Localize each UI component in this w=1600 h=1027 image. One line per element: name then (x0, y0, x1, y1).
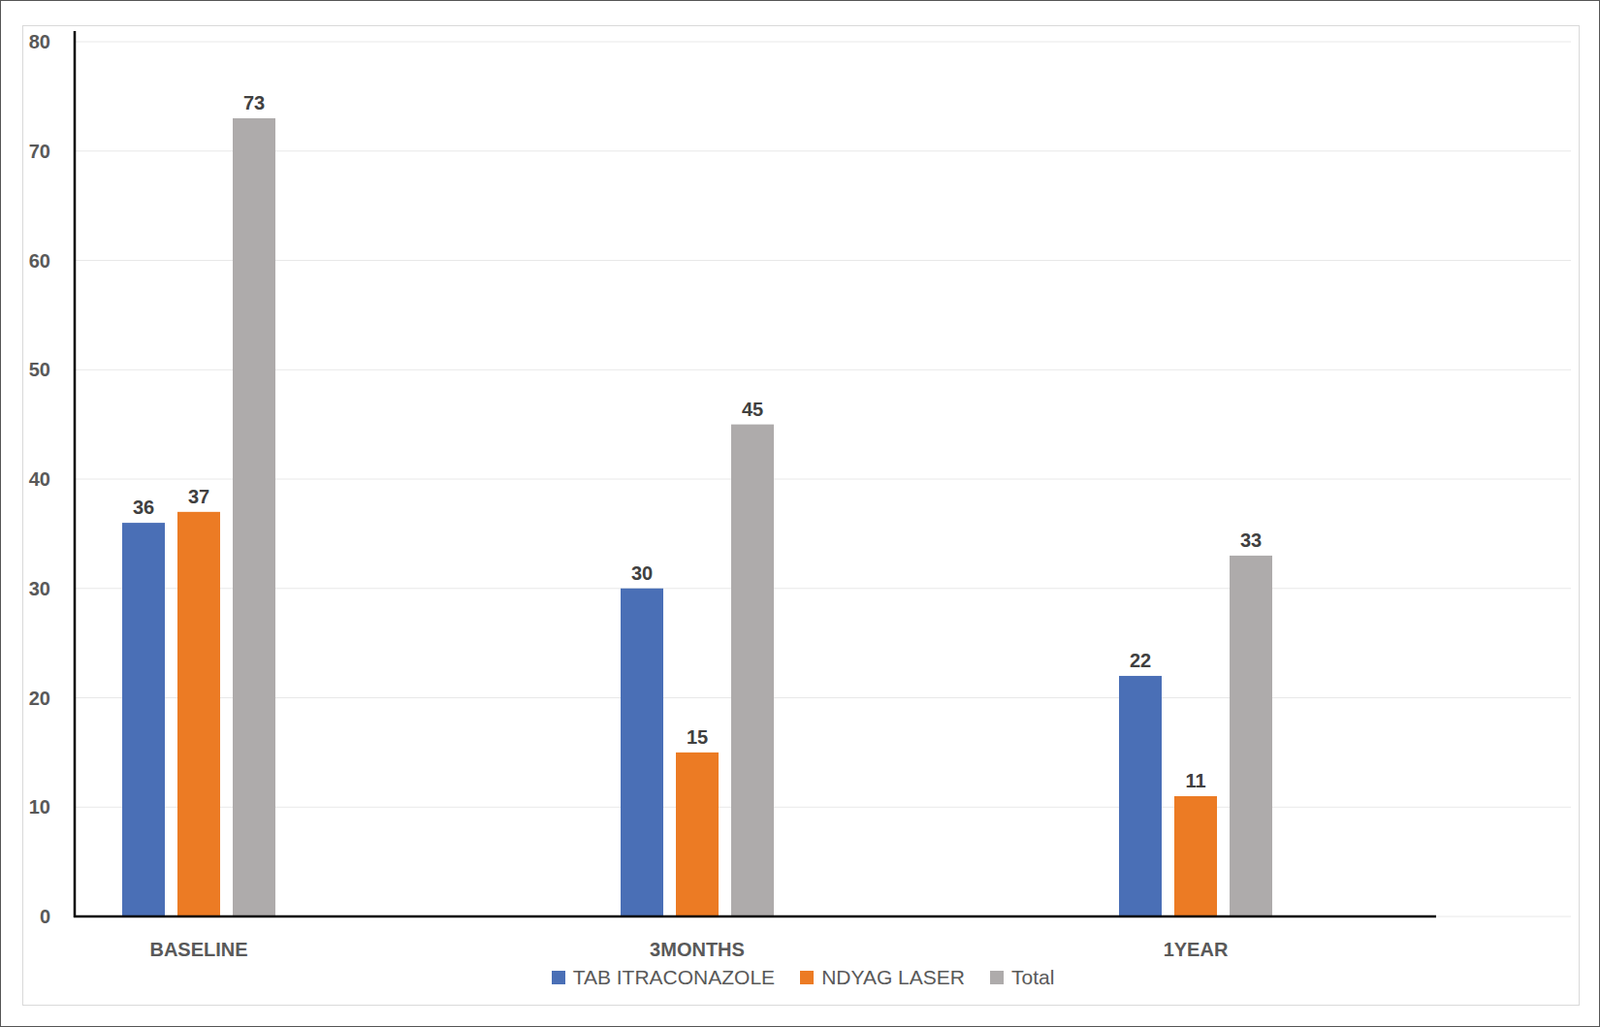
data-label: 15 (686, 726, 708, 748)
chart: 0 10 20 30 40 50 60 70 80 BASELINE 3MONTHS 1YEAR 36 3… (0, 0, 1600, 1027)
outer-border (0, 0, 1600, 1027)
legend-item: NDYAG LASER (800, 965, 965, 990)
legend-label: NDYAG LASER (821, 965, 965, 990)
x-tick-label: 1YEAR (1163, 938, 1229, 960)
bar (177, 512, 221, 917)
grid-line (74, 369, 1571, 371)
y-tick-label: 10 (29, 796, 51, 818)
grid-line (74, 259, 1571, 261)
bar (620, 588, 664, 917)
grid-line (74, 587, 1571, 589)
y-tick-label: 50 (29, 358, 51, 381)
data-label: 37 (188, 485, 210, 508)
bar (1229, 555, 1273, 917)
bar (122, 522, 165, 917)
legend-swatch (551, 970, 566, 985)
x-tick-label: 3MONTHS (649, 938, 745, 960)
legend: TAB ITRACONAZOLE NDYAG LASER Total (0, 965, 1600, 990)
data-label: 11 (1184, 769, 1206, 792)
y-tick-label: 30 (29, 577, 51, 600)
data-label: 30 (631, 562, 653, 584)
bar (1174, 796, 1217, 917)
grid-line (74, 697, 1571, 699)
y-tick-label: 70 (29, 140, 51, 162)
legend-swatch (990, 970, 1004, 985)
chart-frame (23, 26, 1580, 1006)
legend-swatch (800, 970, 814, 985)
x-tick-label: BASELINE (149, 938, 248, 960)
bar (232, 118, 276, 917)
legend-item: Total (990, 965, 1055, 990)
bar (731, 424, 774, 917)
y-axis (73, 31, 77, 918)
bars (122, 118, 1273, 917)
legend-item: TAB ITRACONAZOLE (551, 965, 775, 990)
legend-label: TAB ITRACONAZOLE (573, 965, 775, 990)
y-tick-label: 40 (29, 468, 51, 490)
data-label: 36 (132, 496, 155, 518)
bar (675, 752, 719, 917)
legend-label: Total (1011, 965, 1055, 990)
chart-svg: 0 10 20 30 40 50 60 70 80 BASELINE 3MONTHS 1YEAR 36 3… (0, 0, 1600, 1027)
grid-line (74, 916, 1571, 918)
y-tick-label: 20 (29, 687, 51, 709)
bar (1119, 675, 1162, 917)
grid-line (74, 806, 1571, 808)
y-tick-label: 80 (29, 31, 51, 53)
grid-line (74, 150, 1571, 152)
data-label: 22 (1129, 649, 1152, 672)
y-tick-label: 0 (39, 905, 51, 928)
y-tick-label: 60 (29, 250, 51, 272)
data-label: 73 (243, 92, 265, 114)
grid-line (74, 41, 1571, 43)
grid-line (74, 479, 1571, 480)
data-label: 33 (1240, 529, 1262, 551)
x-axis (73, 915, 1437, 919)
data-label: 45 (741, 398, 764, 420)
